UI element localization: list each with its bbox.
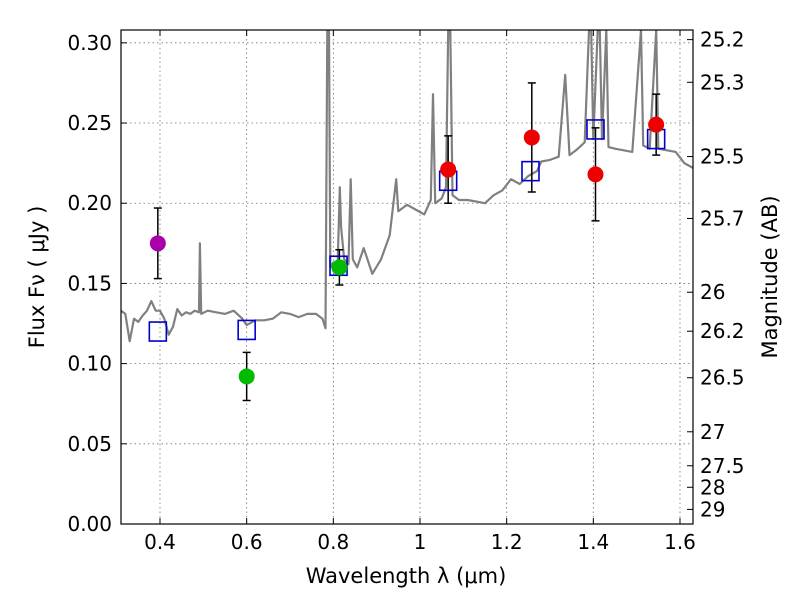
model-point (521, 160, 540, 182)
y2-tick-label: 25.7 (700, 206, 745, 230)
y-tick-label: 0.05 (67, 432, 112, 456)
y-axis-label: Flux Fν ( μJy ) (25, 206, 49, 349)
y-tick-label: 0.25 (67, 111, 112, 135)
observed-point-layer (149, 116, 665, 385)
y2-tick-label: 25.2 (700, 28, 745, 52)
x-tick-label: 1 (414, 530, 427, 554)
x-axis-label: Wavelength λ (μm) (306, 564, 507, 588)
model-point (148, 321, 168, 342)
model-point (237, 319, 256, 341)
y2-tick-label: 25.3 (700, 70, 745, 94)
observed-point (648, 116, 665, 133)
y2-tick-label: 26.5 (700, 366, 745, 390)
x-tick-label: 0.6 (231, 530, 263, 554)
spectrum-line (121, 30, 693, 343)
observed-point (523, 129, 540, 146)
y-tick-label: 0.10 (67, 352, 112, 376)
x-tick-label: 0.8 (317, 530, 349, 554)
y-tick-label: 0.00 (67, 512, 112, 536)
y-tick-label: 0.15 (67, 271, 112, 295)
model-point (586, 119, 605, 140)
observed-point (331, 259, 348, 276)
y2-tick-label: 27 (700, 420, 725, 444)
x-tick-label: 0.4 (144, 530, 176, 554)
x-tick-label: 1.6 (664, 530, 696, 554)
y2-tick-label: 29 (700, 497, 725, 521)
y2-tick-label: 28 (700, 475, 725, 499)
y-tick-label: 0.30 (67, 31, 112, 55)
y2-axis-label: Magnitude (AB) (758, 195, 782, 358)
y2-tick-label: 26.2 (700, 319, 745, 343)
model-point-layer (148, 119, 666, 342)
observed-point (149, 235, 166, 252)
y2-tick-label: 27.5 (700, 454, 745, 478)
observed-point (440, 161, 457, 178)
x-tick-label: 1.2 (491, 530, 523, 554)
observed-point (238, 368, 255, 385)
axis-ticks: 0.4 0.6 0.8 1 1.2 1.4 1.6 0.00 0.05 0.10 0.15 0.20 0… (67, 28, 744, 554)
spectrum-layer (121, 30, 693, 343)
observed-point (587, 166, 604, 183)
x-tick-label: 1.4 (577, 530, 609, 554)
y-tick-label: 0.20 (67, 191, 112, 215)
y2-tick-label: 25.5 (700, 145, 745, 169)
plot-frame (120, 29, 694, 525)
y2-tick-label: 26 (700, 280, 725, 304)
